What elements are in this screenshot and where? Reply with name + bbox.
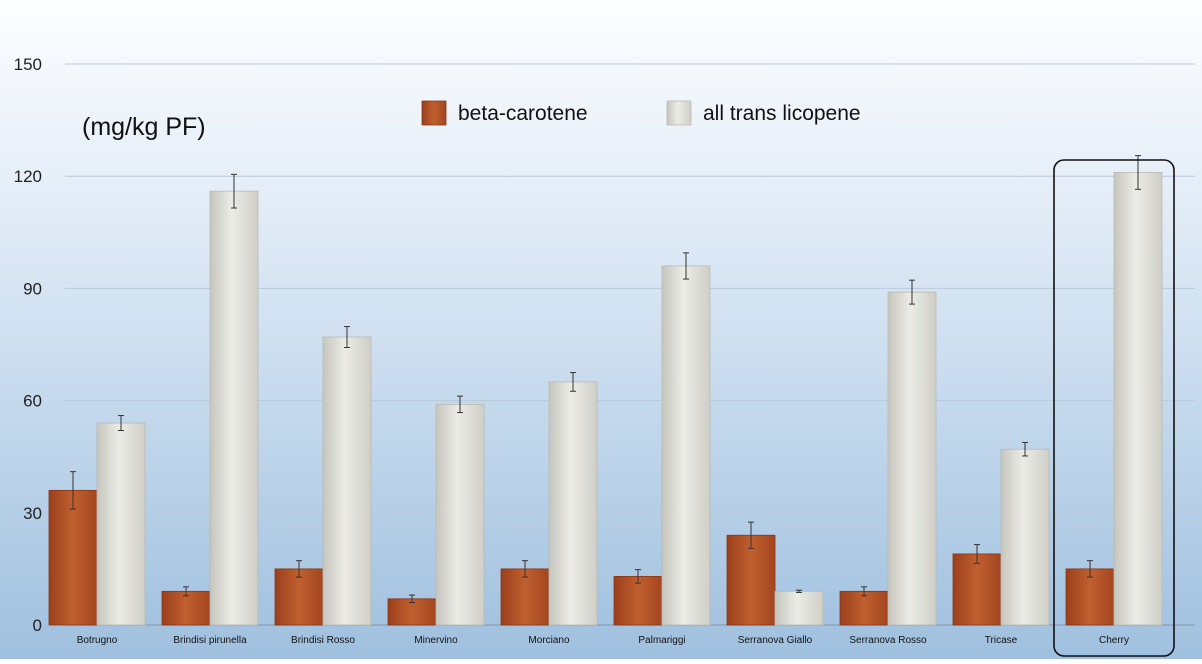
bar-beta-carotene (614, 576, 662, 625)
x-tick-label: Serranova Rosso (849, 635, 927, 646)
bar-beta-carotene (49, 490, 97, 625)
legend-swatch (422, 101, 446, 125)
y-axis-label: (mg/kg PF) (82, 113, 206, 141)
y-tick-label: 60 (23, 392, 42, 411)
y-tick-label: 90 (23, 279, 42, 298)
x-tick-label: Morciano (528, 635, 570, 646)
bar-all-trans-licopene (97, 423, 145, 625)
bar-beta-carotene (840, 591, 888, 625)
bar-all-trans-licopene (549, 382, 597, 625)
bar-all-trans-licopene (775, 591, 823, 625)
x-tick-label: Cherry (1099, 635, 1129, 646)
x-tick-label: Brindisi Rosso (291, 635, 355, 646)
bar-all-trans-licopene (888, 292, 936, 625)
x-tick-label: Palmariggi (638, 635, 685, 646)
bar-all-trans-licopene (210, 191, 258, 625)
legend-swatch (667, 101, 691, 125)
legend-label: all trans licopene (703, 102, 861, 125)
legend-label: beta-carotene (458, 102, 588, 125)
bar-all-trans-licopene (1114, 172, 1162, 625)
bar-beta-carotene (162, 591, 210, 625)
y-tick-label: 120 (14, 167, 42, 186)
bar-all-trans-licopene (662, 266, 710, 625)
x-tick-label: Serranova Giallo (738, 635, 813, 646)
bar-all-trans-licopene (323, 337, 371, 625)
x-tick-label: Minervino (414, 635, 458, 646)
y-tick-label: 30 (23, 504, 42, 523)
bar-all-trans-licopene (1001, 449, 1049, 625)
bar-all-trans-licopene (436, 404, 484, 625)
x-tick-label: Tricase (985, 635, 1018, 646)
x-tick-label: Botrugno (77, 635, 118, 646)
y-tick-label: 0 (33, 616, 42, 635)
y-tick-label: 150 (14, 55, 42, 74)
bar-beta-carotene (953, 554, 1001, 625)
x-tick-label: Brindisi pirunella (173, 635, 247, 646)
